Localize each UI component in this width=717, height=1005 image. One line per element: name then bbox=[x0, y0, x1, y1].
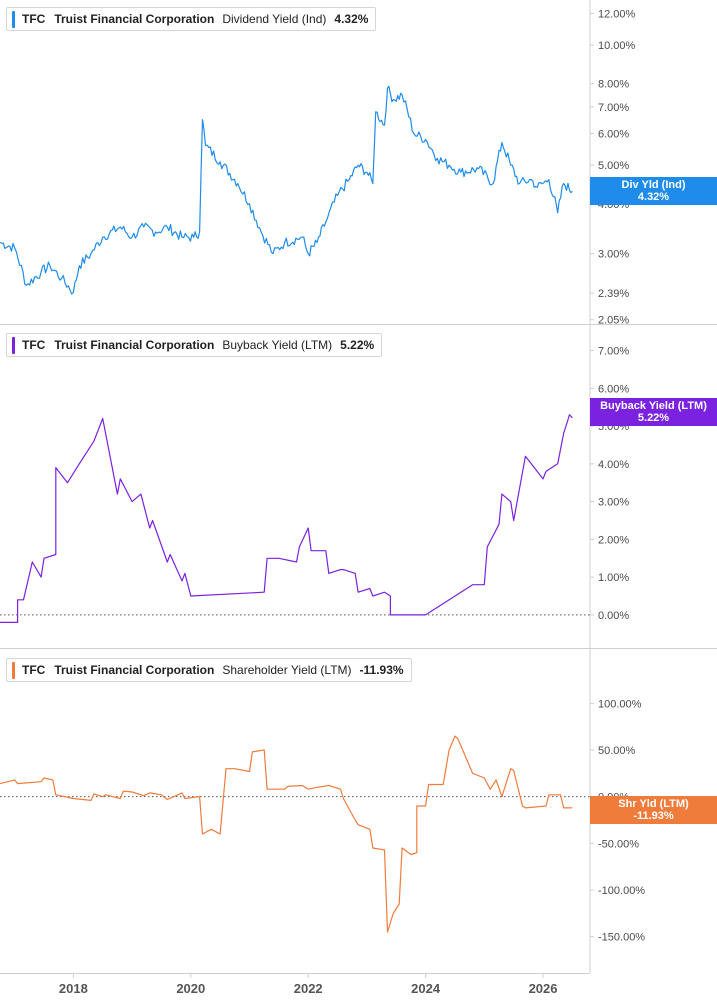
price-tag-value: -11.93% bbox=[633, 810, 674, 822]
y-tick-label: -50.00% bbox=[598, 838, 639, 850]
y-tick-label: 7.00% bbox=[598, 346, 629, 358]
price-tag-value: 5.22% bbox=[637, 412, 670, 424]
series-color-swatch bbox=[12, 10, 15, 28]
series-line bbox=[0, 414, 573, 624]
x-tick-label: 2020 bbox=[176, 981, 205, 996]
legend-metric: Shareholder Yield (LTM) bbox=[222, 663, 352, 677]
y-tick-label: 2.00% bbox=[598, 534, 629, 546]
y-tick-label: 1.00% bbox=[598, 572, 629, 584]
y-tick-label: 5.00% bbox=[598, 160, 629, 172]
legend-ticker: TFC bbox=[22, 338, 46, 352]
legend-dividend-yield[interactable]: TFC Truist Financial Corporation Dividen… bbox=[6, 7, 377, 31]
y-tick-label: 10.00% bbox=[598, 40, 636, 52]
y-tick-label: 50.00% bbox=[598, 745, 636, 757]
y-tick-label: 4.00% bbox=[598, 459, 629, 471]
price-tag-label: Div Yld (Ind) bbox=[621, 179, 686, 191]
y-tick-label: 12.00% bbox=[598, 8, 636, 20]
legend-value: 5.22% bbox=[340, 338, 375, 352]
legend-ticker: TFC bbox=[22, 12, 46, 26]
price-tag-buyback-yield: Buyback Yield (LTM) 5.22% bbox=[590, 398, 717, 426]
y-tick-label: 7.00% bbox=[598, 102, 629, 114]
y-tick-label: 6.00% bbox=[598, 129, 629, 141]
y-tick-label: 2.39% bbox=[598, 288, 629, 300]
price-tag-dividend-yield: Div Yld (Ind) 4.32% bbox=[590, 177, 717, 205]
legend-buyback-yield[interactable]: TFC Truist Financial Corporation Buyback… bbox=[6, 333, 383, 357]
series-line bbox=[0, 735, 573, 933]
x-tick-label: 2022 bbox=[294, 981, 323, 996]
series-line bbox=[0, 85, 573, 295]
legend-ticker: TFC bbox=[22, 663, 46, 677]
x-tick-label: 2026 bbox=[529, 981, 558, 996]
legend-metric: Buyback Yield (LTM) bbox=[222, 338, 333, 352]
legend-value: -11.93% bbox=[359, 663, 404, 677]
y-tick-label: -100.00% bbox=[598, 885, 645, 897]
y-tick-label: 100.00% bbox=[598, 698, 642, 710]
y-tick-label: -150.00% bbox=[598, 932, 645, 944]
y-tick-label: 8.00% bbox=[598, 79, 629, 91]
legend-company: Truist Financial Corporation bbox=[54, 663, 215, 677]
y-tick-label: 6.00% bbox=[598, 383, 629, 395]
x-tick-label: 2024 bbox=[411, 981, 441, 996]
series-color-swatch bbox=[12, 661, 15, 679]
legend-company: Truist Financial Corporation bbox=[54, 338, 215, 352]
legend-shareholder-yield[interactable]: TFC Truist Financial Corporation Shareho… bbox=[6, 658, 412, 682]
legend-metric: Dividend Yield (Ind) bbox=[222, 12, 327, 26]
y-tick-label: 2.05% bbox=[598, 315, 629, 327]
y-tick-label: 3.00% bbox=[598, 249, 629, 261]
x-tick-label: 2018 bbox=[59, 981, 88, 996]
legend-company: Truist Financial Corporation bbox=[54, 12, 215, 26]
series-color-swatch bbox=[12, 336, 15, 354]
price-tag-shareholder-yield: Shr Yld (LTM) -11.93% bbox=[590, 796, 717, 824]
y-tick-label: 0.00% bbox=[598, 610, 629, 622]
price-tag-label: Shr Yld (LTM) bbox=[618, 798, 689, 810]
y-tick-label: 3.00% bbox=[598, 497, 629, 509]
legend-value: 4.32% bbox=[334, 12, 369, 26]
price-tag-value: 4.32% bbox=[637, 191, 670, 203]
price-tag-label: Buyback Yield (LTM) bbox=[600, 400, 707, 412]
